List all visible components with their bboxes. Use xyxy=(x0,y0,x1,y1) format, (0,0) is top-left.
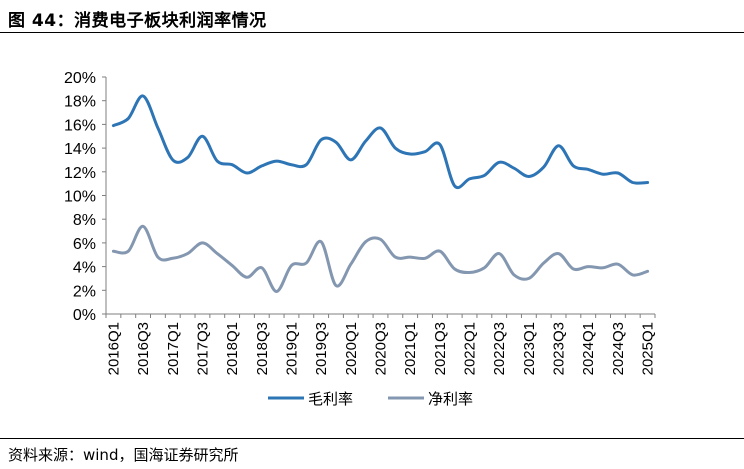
y-tick-label: 0% xyxy=(73,307,96,324)
y-tick-label: 4% xyxy=(73,260,96,277)
x-tick-label: 2022Q1 xyxy=(462,322,479,375)
y-tick-label: 2% xyxy=(73,283,96,300)
x-tick-label: 2024Q3 xyxy=(610,322,627,375)
legend: 毛利率 净利率 xyxy=(268,390,473,408)
x-tick-label: 2018Q3 xyxy=(254,322,271,375)
y-tick-label: 14% xyxy=(64,141,96,158)
line-chart: 0%2%4%6%8%10%12%14%16%18%20% 2016Q1 2016Q… xyxy=(64,70,657,408)
x-tick-label: 2023Q3 xyxy=(551,322,568,375)
y-tick-label: 6% xyxy=(73,236,96,253)
x-tick-label: 2022Q3 xyxy=(491,322,508,375)
x-axis: 2016Q1 2016Q3 2017Q1 2017Q3 2018Q1 2018Q3 2019… xyxy=(105,313,657,375)
legend-label: 净利率 xyxy=(428,390,473,408)
series-line-net-margin xyxy=(111,224,650,293)
x-tick-label: 2019Q1 xyxy=(283,322,300,375)
x-tick-label: 2021Q1 xyxy=(402,322,419,375)
y-axis: 0% 2% 4% 6% 8% 10% 12% 14% 16% 18% 20% xyxy=(64,70,107,324)
x-tick-label: 2021Q3 xyxy=(432,322,449,375)
top-rule xyxy=(0,32,744,33)
x-tick-label: 2024Q1 xyxy=(580,322,597,375)
figure-title: 图 44：消费电子板块利润率情况 xyxy=(8,11,267,31)
x-tick-label: 2016Q1 xyxy=(105,322,122,375)
x-tick-label: 2023Q1 xyxy=(521,322,538,375)
x-tick-label: 2016Q3 xyxy=(135,322,152,375)
legend-label: 毛利率 xyxy=(308,390,353,408)
y-tick-label: 18% xyxy=(64,94,96,111)
series-layer xyxy=(111,94,650,293)
x-tick-label: 2017Q3 xyxy=(194,322,211,375)
y-tick-label: 16% xyxy=(64,117,96,134)
x-tick-label: 2025Q1 xyxy=(640,322,657,375)
series-line-gross-margin xyxy=(111,94,650,190)
source-note: 资料来源：wind，国海证券研究所 xyxy=(8,446,239,464)
y-tick-label: 10% xyxy=(64,189,96,206)
x-tick-label: 2019Q3 xyxy=(313,322,330,375)
x-tick-label: 2020Q3 xyxy=(373,322,390,375)
x-tick-label: 2018Q1 xyxy=(224,322,241,375)
bottom-rule xyxy=(0,438,744,439)
x-tick-label: 2017Q1 xyxy=(165,322,182,375)
y-tick-label: 8% xyxy=(73,212,96,229)
y-tick-label: 12% xyxy=(64,165,96,182)
x-tick-label: 2020Q1 xyxy=(343,322,360,375)
y-tick-label: 20% xyxy=(64,70,96,87)
